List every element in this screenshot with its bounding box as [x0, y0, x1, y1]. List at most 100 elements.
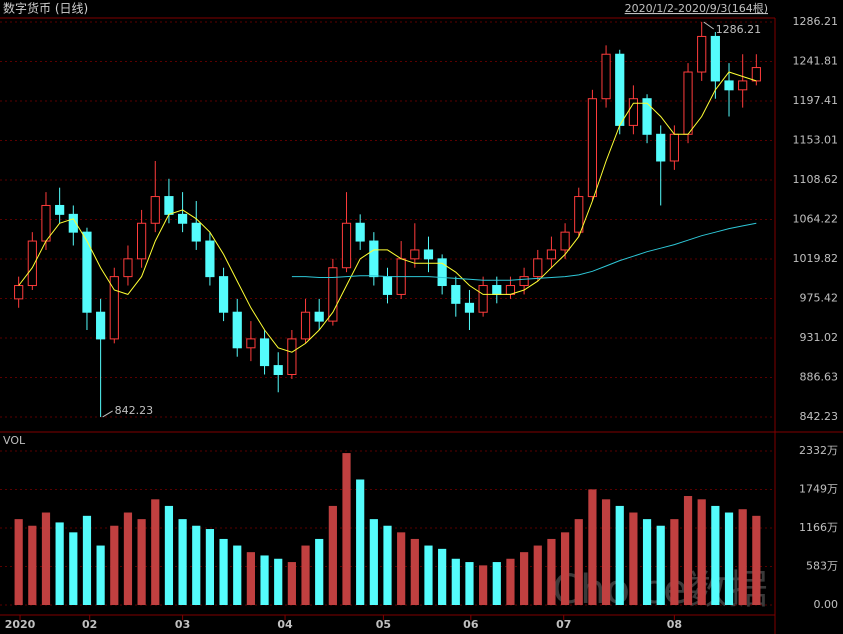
- volume-bar: [260, 555, 269, 605]
- candle-body: [464, 302, 475, 313]
- candle-body: [751, 67, 761, 82]
- candle-body: [150, 196, 160, 224]
- candle-body: [123, 258, 133, 278]
- candle-body: [423, 249, 434, 260]
- x-tick-label: 08: [667, 618, 682, 631]
- y-tick-label: 1153.01: [793, 134, 839, 147]
- candle-body: [55, 204, 65, 215]
- x-tick-label: 05: [376, 618, 391, 631]
- candle-body: [710, 35, 720, 82]
- volume-bar: [123, 512, 133, 605]
- candle-body: [683, 71, 693, 135]
- volume-bar: [410, 538, 419, 605]
- candle-body: [232, 311, 242, 349]
- volume-bar: [315, 538, 324, 605]
- vol-tick-label: 1166万: [799, 521, 838, 534]
- volume-bar: [642, 519, 652, 605]
- volume-bar: [192, 525, 201, 605]
- candle-body: [628, 98, 638, 126]
- volume-bar: [438, 548, 447, 605]
- candle-body: [259, 338, 270, 367]
- volume-bar: [656, 525, 665, 605]
- y-tick-label: 842.23: [800, 410, 839, 423]
- volume-bar: [178, 519, 187, 605]
- candle-body: [218, 276, 229, 313]
- volume-bar: [28, 525, 37, 605]
- candle-body: [68, 213, 78, 233]
- volume-bar: [724, 512, 734, 605]
- candle-body: [492, 285, 502, 295]
- volume-bar: [82, 515, 92, 605]
- candle-body: [546, 249, 557, 260]
- volume-bar: [301, 545, 310, 605]
- candle-body: [41, 204, 51, 242]
- volume-bar: [14, 519, 23, 605]
- candle-body: [451, 285, 461, 304]
- volume-bar: [287, 562, 296, 605]
- volume-bar: [479, 565, 488, 605]
- y-tick-label: 975.42: [800, 291, 839, 304]
- candle-body: [205, 240, 215, 278]
- candle-body: [369, 240, 379, 278]
- x-tick-label: 07: [556, 618, 571, 631]
- volume-bar: [752, 515, 761, 605]
- volume-bar: [533, 545, 542, 605]
- x-tick-label: 02: [82, 618, 97, 631]
- low-label: 842.23: [115, 404, 154, 417]
- candle-body: [137, 222, 147, 260]
- y-tick-label: 1108.62: [793, 173, 839, 186]
- volume-bar: [55, 522, 64, 605]
- candle-body: [314, 311, 324, 322]
- volume-bar: [465, 562, 474, 605]
- high-pointer: [703, 21, 714, 30]
- candle-body: [287, 338, 297, 375]
- volume-bar: [588, 489, 597, 605]
- y-tick-label: 1286.21: [793, 15, 839, 28]
- volume-bar: [219, 538, 228, 605]
- volume-bar: [397, 532, 406, 605]
- candle-body: [328, 267, 338, 322]
- candle-body: [246, 338, 256, 349]
- volume-bar: [383, 525, 392, 605]
- candle-body: [574, 196, 584, 233]
- x-tick-label: 06: [463, 618, 479, 631]
- volume-bar: [670, 519, 679, 605]
- candle-body: [478, 285, 488, 313]
- moving-average: [291, 222, 757, 281]
- volume-bar: [547, 538, 556, 605]
- candle-body: [82, 231, 92, 313]
- candle-body: [300, 311, 311, 340]
- candle-body: [191, 222, 201, 242]
- volume-bar: [424, 545, 433, 605]
- y-tick-label: 1064.22: [793, 213, 839, 226]
- volume-bar: [520, 552, 529, 605]
- volume-bar: [328, 505, 337, 605]
- volume-bar: [164, 505, 174, 605]
- volume-bar: [137, 519, 146, 605]
- candle-body: [177, 213, 188, 224]
- candle-body: [109, 276, 119, 340]
- volume-bar: [96, 545, 105, 605]
- y-tick-label: 886.63: [800, 370, 839, 383]
- volume-bar: [205, 529, 215, 605]
- volume-bar: [615, 505, 624, 605]
- candle-body: [587, 98, 598, 198]
- volume-bar: [274, 558, 283, 605]
- candle-body: [27, 240, 37, 287]
- candle-body: [164, 196, 174, 215]
- low-pointer: [102, 410, 113, 418]
- x-tick-label: 2020: [5, 618, 36, 631]
- chart-title: 数字货币 (日线): [3, 1, 88, 16]
- vol-tick-label: 0.00: [814, 598, 839, 611]
- volume-bar: [601, 499, 611, 605]
- y-tick-label: 1197.41: [793, 94, 839, 107]
- candle-body: [669, 133, 679, 162]
- x-tick-label: 04: [277, 618, 293, 631]
- volume-bar: [246, 552, 255, 605]
- volume-bar: [683, 496, 693, 605]
- volume-bar: [233, 545, 242, 605]
- candle-body: [642, 98, 652, 135]
- vol-tick-label: 583万: [806, 559, 838, 572]
- candle-body: [519, 276, 529, 287]
- volume-bar: [151, 499, 160, 605]
